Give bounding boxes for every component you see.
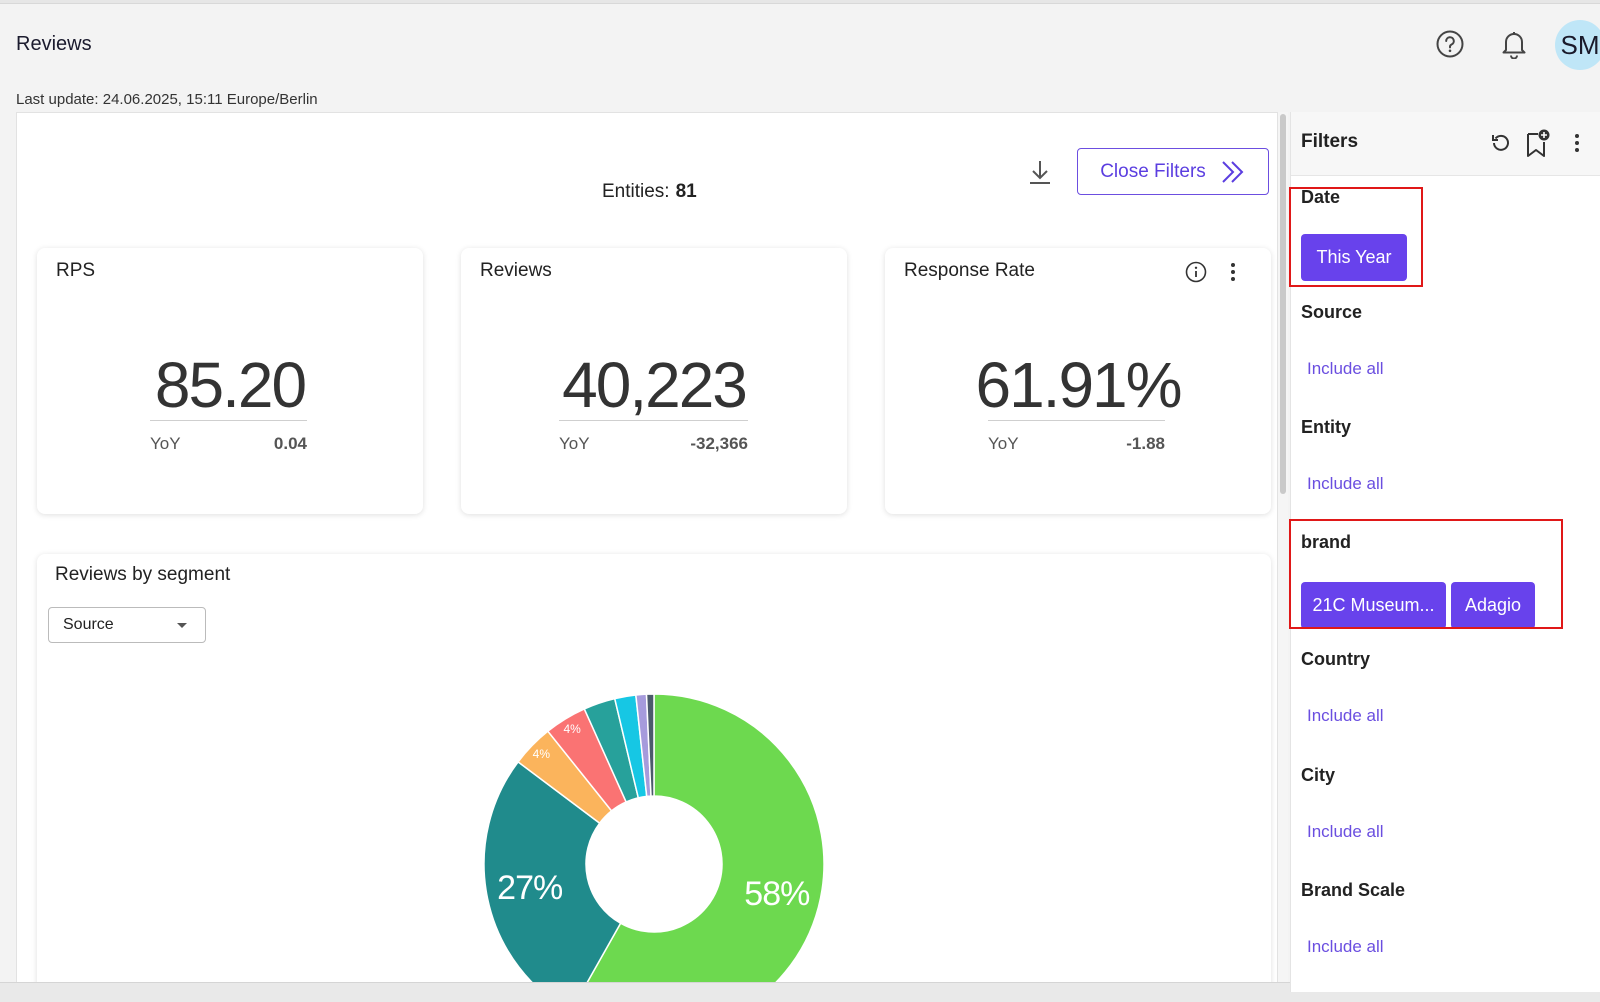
kpi-yoy-delta: -1.88 xyxy=(1126,434,1165,453)
donut-slice[interactable] xyxy=(645,693,655,797)
bottom-bar xyxy=(0,982,1600,1002)
segment-dropdown-value: Source xyxy=(63,616,114,633)
segment-dropdown[interactable]: Source xyxy=(48,607,206,643)
segment-title: Reviews by segment xyxy=(55,564,231,585)
donut-slice-label: 4% xyxy=(563,722,581,736)
filter-chip-this-year[interactable]: This Year xyxy=(1301,234,1407,281)
bell-icon[interactable] xyxy=(1498,28,1530,60)
filters-title: Filters xyxy=(1301,131,1359,152)
entities-value: 81 xyxy=(675,181,697,202)
last-update-text: Last update: 24.06.2025, 15:11 Europe/Be… xyxy=(16,91,318,108)
kpi-yoy-label: YoY xyxy=(150,434,181,453)
more-vert-icon[interactable] xyxy=(1221,260,1245,284)
info-icon[interactable] xyxy=(1184,260,1208,284)
kpi-value: 40,223 xyxy=(562,349,748,421)
kpi-yoy-delta: 0.04 xyxy=(273,434,307,453)
scrollbar-track[interactable] xyxy=(1278,112,1288,992)
filter-link-country-include-all[interactable]: Include all xyxy=(1307,706,1384,725)
entities-count: Entities: 81 xyxy=(602,181,697,203)
kpi-yoy-label: YoY xyxy=(559,434,590,453)
donut-slice[interactable] xyxy=(570,693,825,994)
kpi-yoy-delta: -32,366 xyxy=(690,434,748,453)
filter-chip-brand-21c[interactable]: 21C Museum... xyxy=(1301,582,1446,629)
entities-label: Entities: xyxy=(602,181,670,202)
filter-label-brand-scale: Brand Scale xyxy=(1301,880,1406,900)
donut-slice-label: 58% xyxy=(744,875,810,913)
kpi-yoy-label: YoY xyxy=(988,434,1019,453)
close-filters-button[interactable]: Close Filters xyxy=(1077,148,1269,195)
filter-label-entity: Entity xyxy=(1301,417,1352,437)
close-filters-label: Close Filters xyxy=(1100,160,1206,182)
kpi-card-reviews: Reviews 40,223 YoY -32,366 xyxy=(461,248,847,514)
double-chevron-right-icon xyxy=(1222,160,1244,183)
filter-label-country: Country xyxy=(1301,649,1370,669)
filter-label-brand: brand xyxy=(1301,532,1352,552)
kpi-divider xyxy=(150,420,307,421)
scrollbar-thumb[interactable] xyxy=(1280,114,1286,494)
donut-slice-label: 27% xyxy=(497,869,563,907)
caret-down-icon xyxy=(177,623,187,628)
more-vert-icon[interactable] xyxy=(1563,128,1591,158)
reviews-by-segment-card: Reviews by segment Source 58% 27% 4% 4% xyxy=(37,554,1271,994)
bookmark-add-icon[interactable] xyxy=(1523,128,1551,158)
kpi-title: Response Rate xyxy=(904,260,1035,281)
kpi-value: 61.91% xyxy=(975,349,1182,421)
filter-link-source-include-all[interactable]: Include all xyxy=(1307,359,1384,378)
download-icon xyxy=(1030,161,1050,184)
filter-label-source: Source xyxy=(1301,302,1363,322)
help-icon[interactable] xyxy=(1434,28,1466,60)
kpi-title: Reviews xyxy=(480,260,552,281)
filter-label-date: Date xyxy=(1301,187,1341,207)
date-highlight-box xyxy=(1289,187,1423,287)
filters-panel: Filters Date This Year Source Include al… xyxy=(1289,112,1600,992)
filters-header: Filters xyxy=(1291,112,1600,176)
kpi-divider xyxy=(988,420,1165,421)
kpi-divider xyxy=(559,420,748,421)
filter-link-city-include-all[interactable]: Include all xyxy=(1307,822,1384,841)
kpi-card-response-rate: Response Rate 61.91% YoY -1.88 xyxy=(885,248,1271,514)
reset-icon[interactable] xyxy=(1487,128,1515,158)
donut-slice[interactable] xyxy=(483,760,622,994)
filter-link-entity-include-all[interactable]: Include all xyxy=(1307,474,1384,493)
donut-chart: 58% 27% 4% 4% xyxy=(483,693,825,994)
top-strip xyxy=(0,0,1600,4)
avatar[interactable]: SM xyxy=(1555,20,1600,70)
brand-highlight-box xyxy=(1289,519,1563,629)
donut-slice-label: 4% xyxy=(533,747,551,761)
filter-chip-brand-adagio[interactable]: Adagio xyxy=(1451,582,1535,629)
filter-link-brand-scale-include-all[interactable]: Include all xyxy=(1307,937,1384,956)
page-title: Reviews xyxy=(16,33,92,55)
download-button[interactable] xyxy=(1025,156,1055,188)
kpi-title: RPS xyxy=(56,260,96,281)
kpi-value: 85.20 xyxy=(154,349,307,421)
filter-label-city: City xyxy=(1301,765,1336,785)
kpi-card-rps: RPS 85.20 YoY 0.04 xyxy=(37,248,423,514)
